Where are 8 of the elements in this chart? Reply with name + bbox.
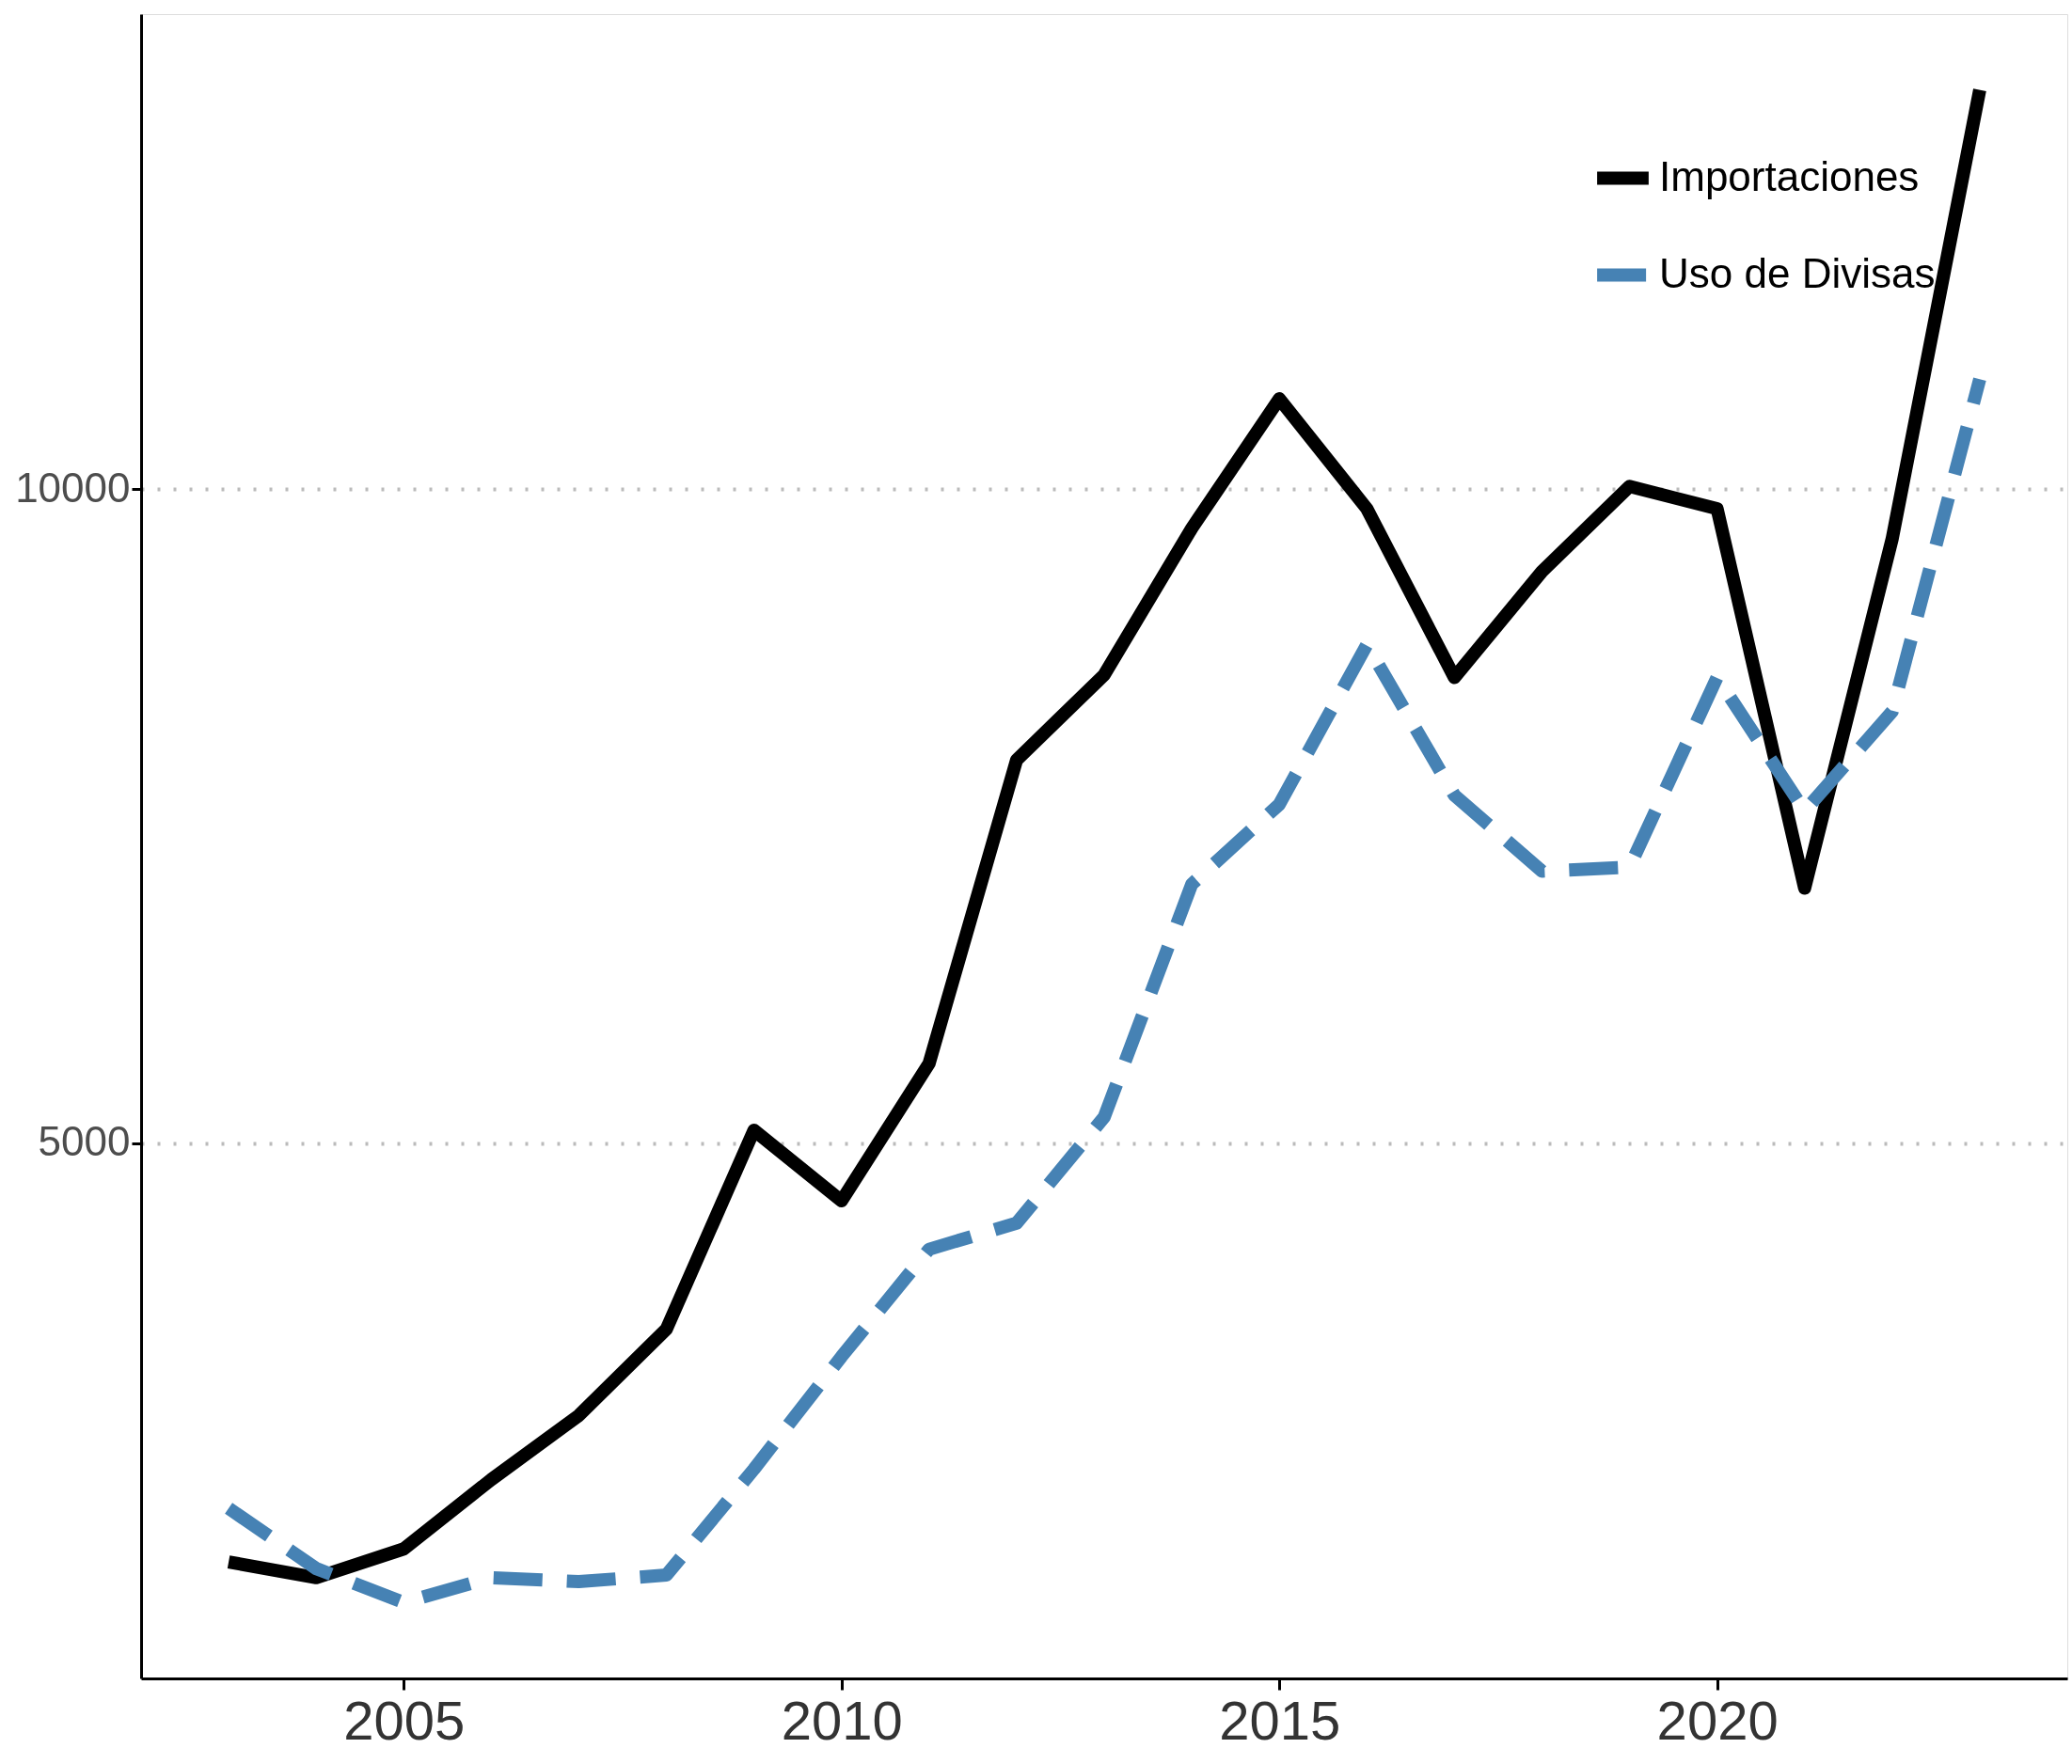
x-tick-label: 2020: [1656, 1689, 1779, 1751]
y-tick-label: 5000: [38, 1118, 131, 1165]
x-tick-label: 2015: [1219, 1689, 1341, 1751]
y-tick-label: 10000: [15, 464, 131, 511]
legend-label: Uso de Divisas: [1659, 249, 1936, 296]
legend-label: Importaciones: [1659, 152, 1920, 199]
x-tick-label: 2005: [343, 1689, 466, 1751]
x-tick-label: 2010: [781, 1689, 903, 1751]
